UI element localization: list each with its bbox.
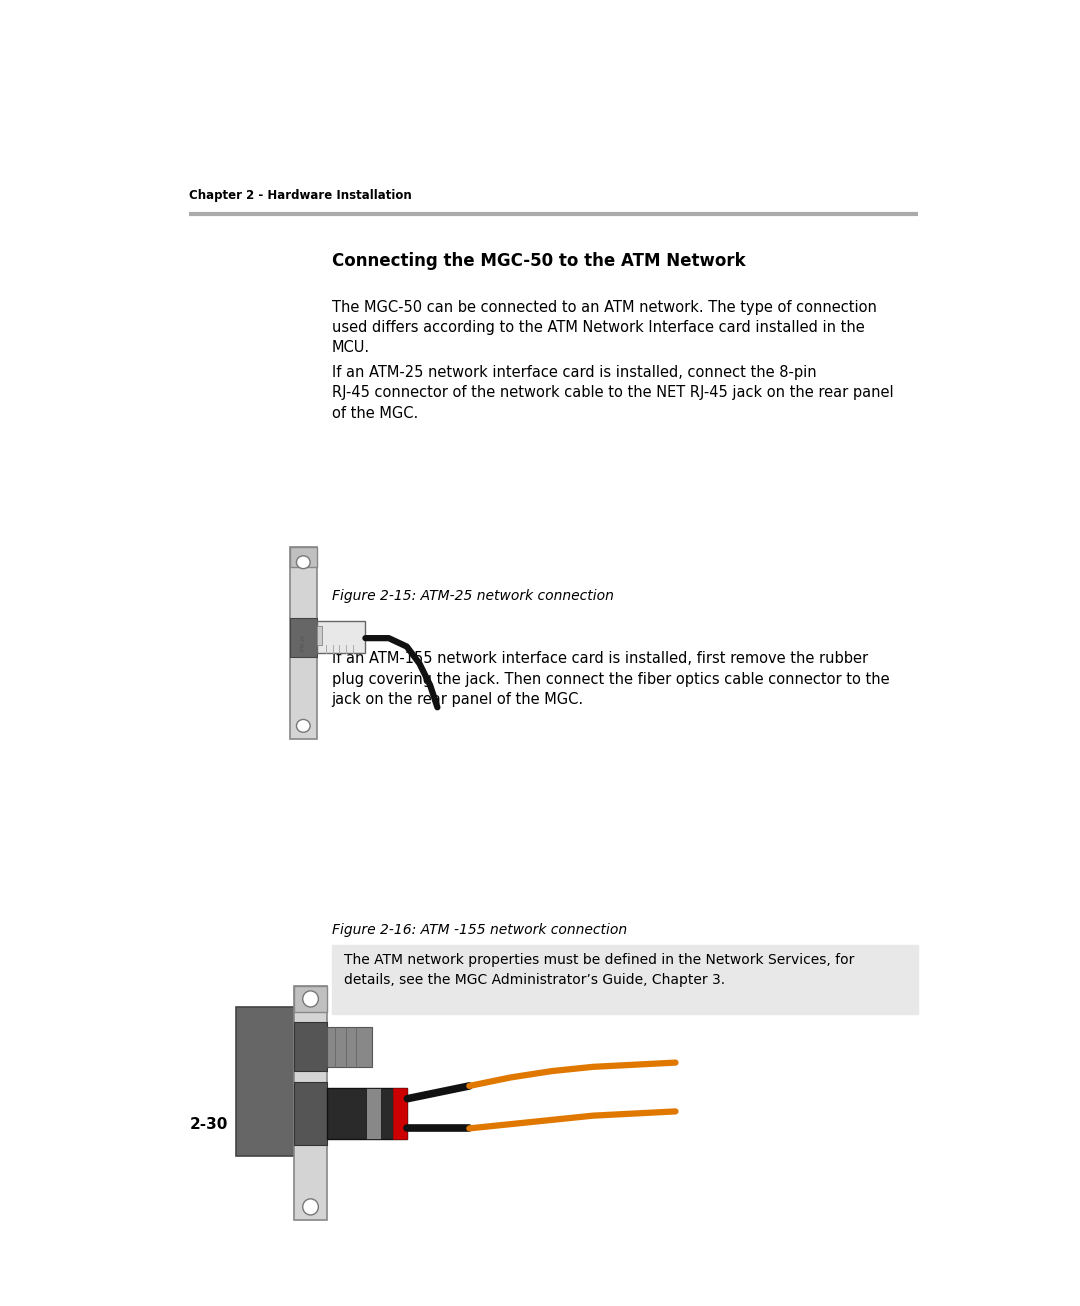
Text: 2-30: 2-30 xyxy=(189,1117,228,1132)
Circle shape xyxy=(302,1199,319,1215)
FancyBboxPatch shape xyxy=(332,946,918,1013)
Polygon shape xyxy=(327,1088,407,1139)
Polygon shape xyxy=(366,1088,380,1139)
Text: If an ATM-155 network interface card is installed, first remove the rubber
plug : If an ATM-155 network interface card is … xyxy=(332,652,889,708)
Text: The ATM network properties must be defined in the Network Services, for
details,: The ATM network properties must be defin… xyxy=(345,953,854,986)
Polygon shape xyxy=(316,622,365,653)
Text: Chapter 2 - Hardware Installation: Chapter 2 - Hardware Installation xyxy=(189,189,413,202)
Text: Figure 2-15: ATM-25 network connection: Figure 2-15: ATM-25 network connection xyxy=(332,589,613,603)
Text: The MGC-50 can be connected to an ATM network. The type of connection
used diffe: The MGC-50 can be connected to an ATM ne… xyxy=(332,299,877,355)
Circle shape xyxy=(296,720,310,733)
Polygon shape xyxy=(237,1007,294,1156)
Polygon shape xyxy=(327,1027,373,1067)
Polygon shape xyxy=(289,547,316,739)
Polygon shape xyxy=(294,1023,327,1071)
Text: ATM-25: ATM-25 xyxy=(301,635,306,652)
Text: Figure 2-16: ATM -155 network connection: Figure 2-16: ATM -155 network connection xyxy=(332,923,626,936)
Polygon shape xyxy=(316,627,322,645)
Polygon shape xyxy=(294,986,327,1012)
Polygon shape xyxy=(294,1081,327,1145)
Polygon shape xyxy=(289,618,316,657)
Text: If an ATM-25 network interface card is installed, connect the 8-pin
RJ-45 connec: If an ATM-25 network interface card is i… xyxy=(332,364,893,421)
Text: Connecting the MGC-50 to the ATM Network: Connecting the MGC-50 to the ATM Network xyxy=(332,252,745,270)
Polygon shape xyxy=(294,986,327,1220)
Circle shape xyxy=(296,556,310,568)
Polygon shape xyxy=(393,1088,407,1139)
Text: ATM-155: ATM-155 xyxy=(308,1092,313,1114)
Polygon shape xyxy=(289,547,316,567)
Circle shape xyxy=(302,991,319,1007)
